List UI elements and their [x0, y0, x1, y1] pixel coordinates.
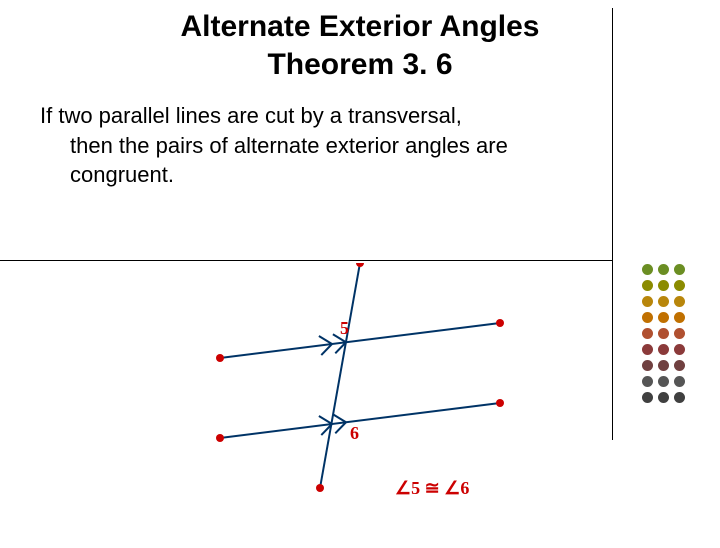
- decorative-dot: [642, 312, 653, 323]
- decorative-dot: [674, 280, 685, 291]
- decorative-dot: [658, 344, 669, 355]
- desc-line-3: congruent.: [40, 160, 680, 190]
- decorative-dot: [674, 312, 685, 323]
- geometry-diagram: 5 6 ∠5 ≅ ∠6: [200, 263, 520, 498]
- diagram-svg: [200, 263, 520, 498]
- desc-line-1: If two parallel lines are cut by a trans…: [40, 103, 462, 128]
- horizontal-divider: [0, 260, 612, 261]
- vertical-divider: [612, 8, 613, 440]
- decorative-dot-grid: [642, 264, 690, 408]
- decorative-dot: [642, 280, 653, 291]
- decorative-dot: [658, 328, 669, 339]
- decorative-dot: [658, 296, 669, 307]
- decorative-dot: [674, 344, 685, 355]
- decorative-dot: [642, 296, 653, 307]
- decorative-dot: [674, 392, 685, 403]
- decorative-dot: [674, 296, 685, 307]
- decorative-dot: [674, 328, 685, 339]
- decorative-dot: [658, 280, 669, 291]
- congruence-statement: ∠5 ≅ ∠6: [395, 478, 469, 499]
- decorative-dot: [674, 264, 685, 275]
- desc-line-2: then the pairs of alternate exterior ang…: [40, 131, 680, 161]
- decorative-dot: [674, 376, 685, 387]
- decorative-dot: [642, 360, 653, 371]
- decorative-dot: [658, 376, 669, 387]
- decorative-dot: [658, 360, 669, 371]
- decorative-dot: [674, 360, 685, 371]
- decorative-dot: [642, 328, 653, 339]
- decorative-dot: [642, 376, 653, 387]
- theorem-description: If two parallel lines are cut by a trans…: [40, 101, 680, 190]
- decorative-dot: [658, 312, 669, 323]
- decorative-dot: [658, 392, 669, 403]
- decorative-dot: [658, 264, 669, 275]
- angle-label: 6: [350, 423, 359, 444]
- decorative-dot: [642, 264, 653, 275]
- decorative-dot: [642, 392, 653, 403]
- angle-label: 5: [340, 318, 349, 339]
- decorative-dot: [642, 344, 653, 355]
